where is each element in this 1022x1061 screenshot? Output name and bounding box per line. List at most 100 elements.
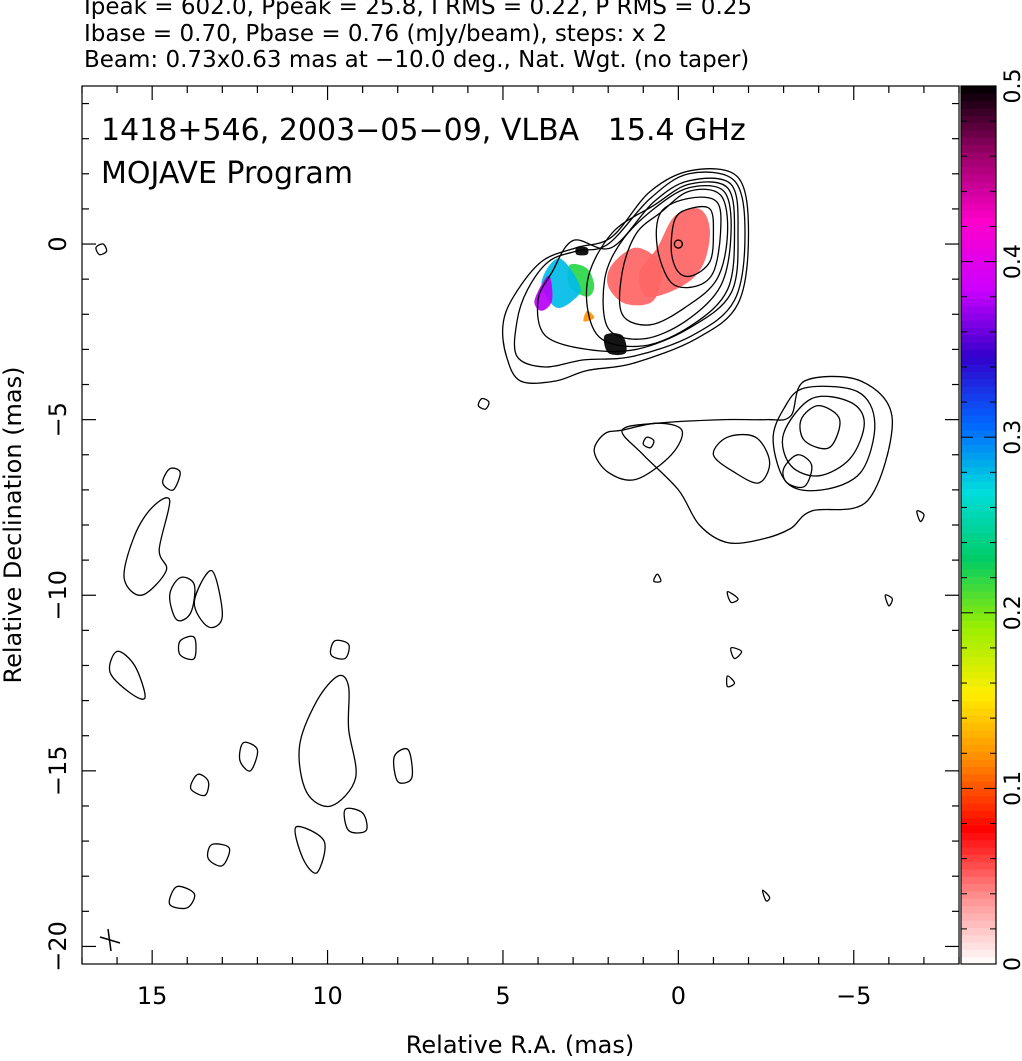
colorbar-cell: [961, 364, 996, 372]
colorbar-cell: [961, 342, 996, 350]
colorbar-cell: [961, 349, 996, 358]
diffuse-contour: [916, 510, 925, 523]
diffuse-contour: [189, 773, 210, 797]
diffuse-contour: [162, 467, 181, 491]
colorbar-cell: [961, 576, 996, 585]
colorbar-cell: [961, 122, 996, 131]
colorbar-cell: [961, 93, 996, 102]
colorbar-cell: [961, 415, 996, 424]
diffuse-contour: [95, 243, 108, 256]
colorbar-cell: [961, 759, 996, 768]
colorbar-tick-label: 0.3: [1001, 420, 1022, 455]
diffuse-contour: [193, 570, 223, 629]
colorbar-cell: [961, 473, 996, 482]
colorbar-cell: [961, 481, 996, 490]
colorbar-cell: [961, 166, 996, 175]
x-tick-label: −5: [836, 982, 871, 1010]
colorbar-cell: [961, 817, 996, 826]
colorbar-cell: [961, 685, 996, 694]
colorbar-cell: [961, 766, 996, 775]
diffuse-contour: [653, 573, 662, 583]
colorbar-cell: [961, 664, 996, 672]
contour-layer: [95, 168, 925, 910]
colorbar-cell: [961, 327, 996, 336]
colorbar-cell: [961, 151, 996, 160]
colorbar-cell: [961, 159, 996, 168]
colorbar-cell: [961, 246, 996, 255]
colorbar-cell: [961, 459, 996, 468]
diffuse-contour: [108, 650, 146, 700]
colorbar-cell: [961, 751, 996, 760]
colorbar-cell: [961, 239, 996, 248]
colorbar-cell: [961, 876, 996, 885]
colorbar-cell: [961, 898, 996, 907]
colorbar-tick-label: 0.2: [1001, 595, 1022, 630]
colorbar-cell: [961, 912, 996, 921]
polarization-patch: [534, 275, 553, 311]
core-contour: [536, 177, 739, 353]
colorbar-cell: [961, 232, 996, 241]
diffuse-contour: [329, 639, 350, 660]
source-annotation: 1418+546, 2003−05−09, VLBA 15.4 GHz: [101, 113, 746, 148]
colorbar-cell: [961, 861, 996, 870]
colorbar-cell: [961, 422, 996, 431]
y-tick-label: −10: [44, 570, 72, 621]
header-line-3: Beam: 0.73x0.63 mas at −10.0 deg., Nat. …: [84, 47, 750, 73]
colorbar-cell: [961, 590, 996, 599]
y-tick-label: −15: [44, 746, 72, 797]
colorbar-cell: [961, 203, 996, 211]
colorbar-cell: [961, 305, 996, 314]
colorbar-cell: [961, 729, 996, 738]
diffuse-contour: [392, 748, 414, 784]
colorbar-cell: [961, 737, 996, 746]
colorbar-cell: [961, 298, 996, 307]
colorbar-cell: [961, 195, 996, 204]
colorbar-cell: [961, 429, 996, 438]
colorbar-cell: [961, 188, 996, 197]
diffuse-contour: [761, 889, 771, 902]
header-line-2: Ibase = 0.70, Pbase = 0.76 (mJy/beam), s…: [84, 21, 668, 47]
polarization-patch: [575, 246, 589, 256]
core-contour: [670, 206, 715, 278]
colorbar-cell: [961, 824, 996, 833]
colorbar-cell: [961, 261, 996, 270]
diffuse-contour: [642, 436, 655, 449]
colorbar-cell: [961, 781, 996, 789]
colorbar-cell: [961, 525, 996, 533]
core-contour: [602, 185, 732, 340]
colorbar-cell: [961, 583, 996, 592]
colorbar-cell: [961, 627, 996, 636]
polarization-patch: [607, 247, 662, 306]
colorbar-cell: [961, 225, 996, 233]
colorbar-cell: [961, 612, 996, 621]
colorbar-cell: [961, 466, 996, 475]
colorbar-cell: [961, 181, 996, 190]
colorbar-cell: [961, 934, 996, 943]
colorbar-cell: [961, 137, 996, 146]
colorbar-cell: [961, 700, 996, 709]
core-contour: [501, 168, 750, 384]
jet-component-contour: [593, 422, 684, 481]
colorbar: 0 0.1 0.2 0.3 0.4 0.5: [960, 69, 1022, 971]
y-tick-label: −5: [44, 402, 72, 437]
colorbar-cell: [961, 115, 996, 124]
colorbar-cell: [961, 268, 996, 277]
colorbar-frame: [960, 85, 997, 965]
diffuse-contour: [168, 885, 196, 910]
colorbar-cell: [961, 254, 996, 263]
colorbar-cell: [961, 598, 996, 607]
diffuse-contour: [884, 594, 894, 607]
colorbar-cell: [961, 210, 996, 219]
jet-component-contour: [781, 395, 865, 477]
colorbar-cell: [961, 451, 996, 460]
diffuse-contour: [294, 825, 326, 874]
colorbar-cell: [961, 437, 996, 446]
header-line-1: Ipeak = 602.0, Ppeak = 25.8, I RMS = 0.2…: [84, 0, 753, 20]
program-annotation: MOJAVE Program: [101, 156, 353, 191]
colorbar-cell: [961, 846, 996, 855]
y-tick-labels: 0 −5 −10 −15 −20: [44, 236, 72, 971]
colorbar-cell: [961, 671, 996, 680]
colorbar-cell: [961, 532, 996, 541]
colorbar-cell: [961, 715, 996, 724]
colorbar-cell: [961, 868, 996, 877]
